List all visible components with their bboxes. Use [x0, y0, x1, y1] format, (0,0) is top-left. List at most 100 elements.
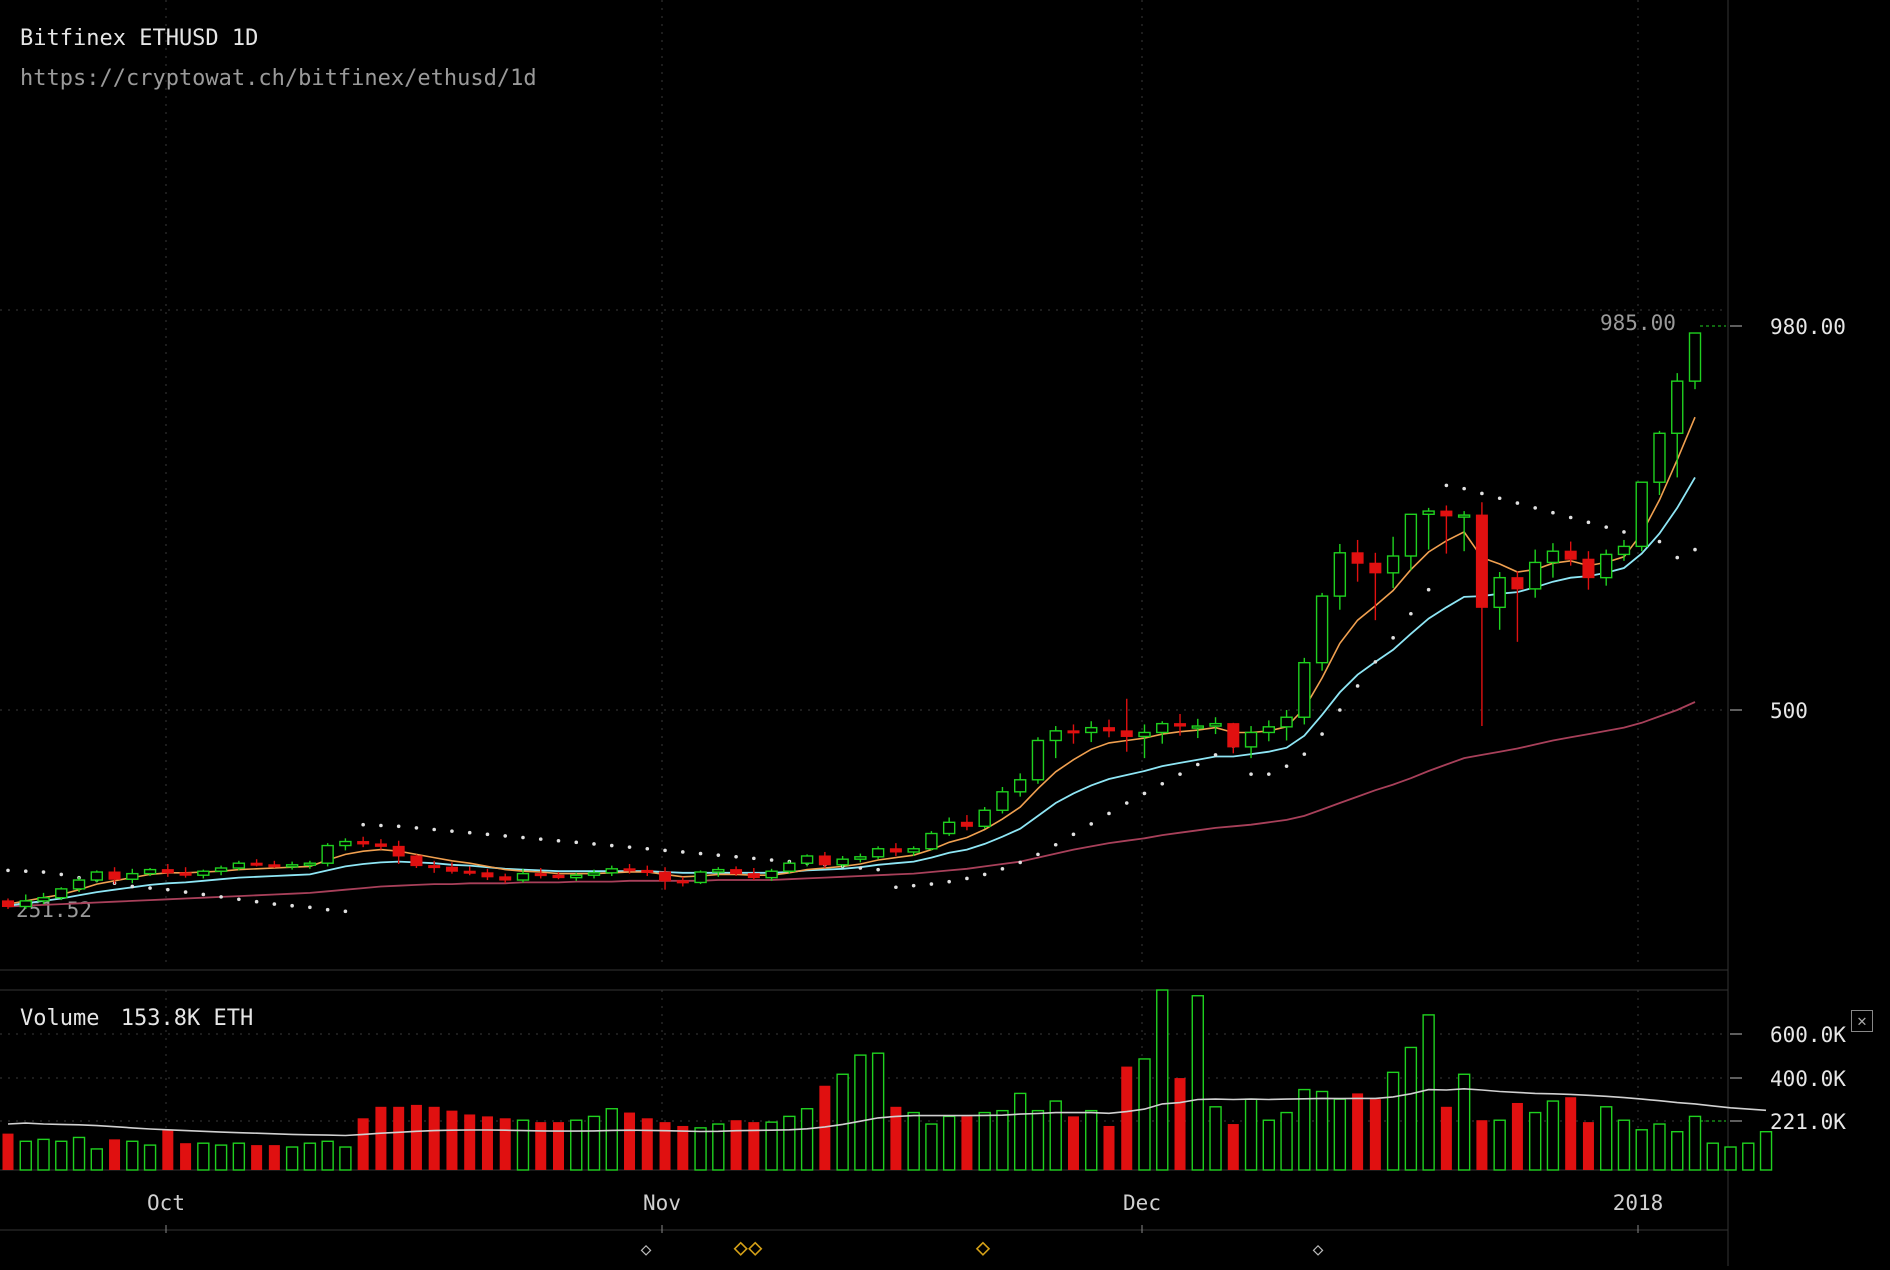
volume-bar-up	[1493, 1119, 1506, 1171]
psar-dot	[1444, 483, 1449, 488]
volume-bar-up	[90, 1148, 103, 1171]
volume-bar-up	[587, 1115, 601, 1171]
volume-bar-down	[819, 1085, 831, 1170]
candle-body-down	[1564, 550, 1577, 560]
candle-body-down	[641, 869, 654, 873]
event-marker[interactable]: ◇	[976, 1233, 991, 1261]
psar-dot	[592, 842, 596, 846]
candle-body-up	[694, 871, 707, 884]
psar-dot	[645, 846, 650, 851]
volume-label: Volume	[20, 1006, 100, 1031]
candle-body-up	[765, 870, 778, 879]
volume-bar-up	[1706, 1142, 1719, 1171]
candle-body-up	[37, 896, 50, 902]
candle-body-up	[712, 868, 725, 873]
candle-body-up	[72, 879, 86, 890]
psar-dot	[1355, 684, 1360, 688]
candle-body-down	[730, 869, 743, 875]
volume-bar-down	[1103, 1125, 1115, 1170]
psar-dot	[1320, 732, 1324, 736]
candle-body-up	[1617, 545, 1631, 556]
psar-dot	[1036, 852, 1040, 857]
candle-body-down	[1102, 727, 1115, 732]
candle-body-up	[197, 870, 210, 876]
psar-dot	[1515, 501, 1520, 505]
candle-body-down	[1582, 558, 1595, 579]
candle-body-up	[214, 867, 228, 872]
candle-body-up	[800, 855, 814, 864]
volume-bar-up	[996, 1109, 1009, 1171]
psar-dot	[148, 886, 152, 890]
volume-bar-up	[1031, 1109, 1045, 1171]
ema-long-line	[7, 701, 1696, 908]
psar-dot	[450, 829, 454, 833]
psar-dot	[1053, 842, 1058, 847]
candle-body-up	[907, 848, 920, 853]
candle-body-up	[836, 858, 849, 866]
volume-bar-up	[1653, 1123, 1666, 1171]
candle-body-up	[143, 868, 157, 875]
volume-value: 153.8K ETH	[120, 1006, 254, 1031]
candle-body-up	[570, 874, 583, 879]
psar-dot	[1586, 520, 1591, 525]
volume-bar-down	[1227, 1124, 1239, 1170]
psar-dot	[1622, 530, 1626, 534]
chart-title: Bitfinex ETHUSD 1D	[20, 26, 259, 51]
volume-bar-down	[357, 1118, 369, 1170]
psar-dot	[574, 840, 579, 845]
candle-body-down	[179, 872, 192, 876]
candle-body-down	[747, 873, 760, 879]
volume-bar-down	[961, 1116, 973, 1170]
volume-bar-down	[499, 1118, 511, 1170]
time-axis-label: Oct	[147, 1191, 185, 1215]
volume-bar-up	[232, 1142, 246, 1171]
volume-bar-down	[410, 1104, 422, 1170]
volume-bar-up	[197, 1142, 210, 1171]
volume-bar-down	[268, 1145, 280, 1170]
volume-bar-down	[1369, 1099, 1381, 1170]
volume-bar-down	[730, 1120, 742, 1170]
psar-dot	[361, 822, 365, 827]
volume-axis-label: 221.0K	[1770, 1110, 1846, 1134]
psar-dot	[1480, 491, 1484, 496]
psar-dot	[254, 899, 259, 904]
psar-dot	[1551, 510, 1555, 515]
volume-bar-up	[694, 1127, 707, 1171]
psar-dot	[876, 867, 880, 872]
event-marker[interactable]: ◇◇	[734, 1233, 763, 1261]
psar-dot	[521, 835, 525, 840]
time-axis-label: Nov	[643, 1191, 681, 1215]
psar-dot	[1693, 547, 1697, 552]
volume-bar-up	[1280, 1111, 1293, 1171]
candle-body-down	[1227, 723, 1240, 748]
volume-bar-up	[1298, 1088, 1311, 1171]
candle-body-up	[1600, 553, 1613, 579]
candle-body-up	[1191, 725, 1204, 729]
candle-body-up	[339, 840, 352, 847]
candle-body-down	[392, 845, 405, 857]
candle-body-down	[623, 868, 636, 872]
psar-dot	[237, 897, 241, 902]
volume-bar-up	[942, 1115, 956, 1171]
volume-bar-up	[1386, 1071, 1400, 1171]
psar-dot	[947, 879, 951, 884]
psar-dot	[432, 827, 436, 832]
volume-bar-up	[1671, 1131, 1684, 1171]
candle-body-down	[481, 872, 494, 878]
psar-dot	[467, 830, 472, 835]
psar-dot	[343, 909, 348, 914]
volume-bar-down	[1440, 1106, 1452, 1170]
psar-dot	[911, 883, 916, 888]
close-icon[interactable]: ✕	[1851, 1010, 1873, 1032]
candle-body-up	[303, 862, 317, 866]
volume-bar-up	[1262, 1119, 1276, 1171]
psar-dot	[1089, 822, 1094, 826]
psar-dot	[965, 876, 969, 881]
volume-bar-down	[624, 1112, 636, 1170]
candle-body-up	[978, 809, 991, 828]
event-marker[interactable]: ◇	[1313, 1239, 1324, 1260]
event-marker[interactable]: ◇	[641, 1239, 652, 1260]
candle-body-up	[1404, 513, 1418, 557]
